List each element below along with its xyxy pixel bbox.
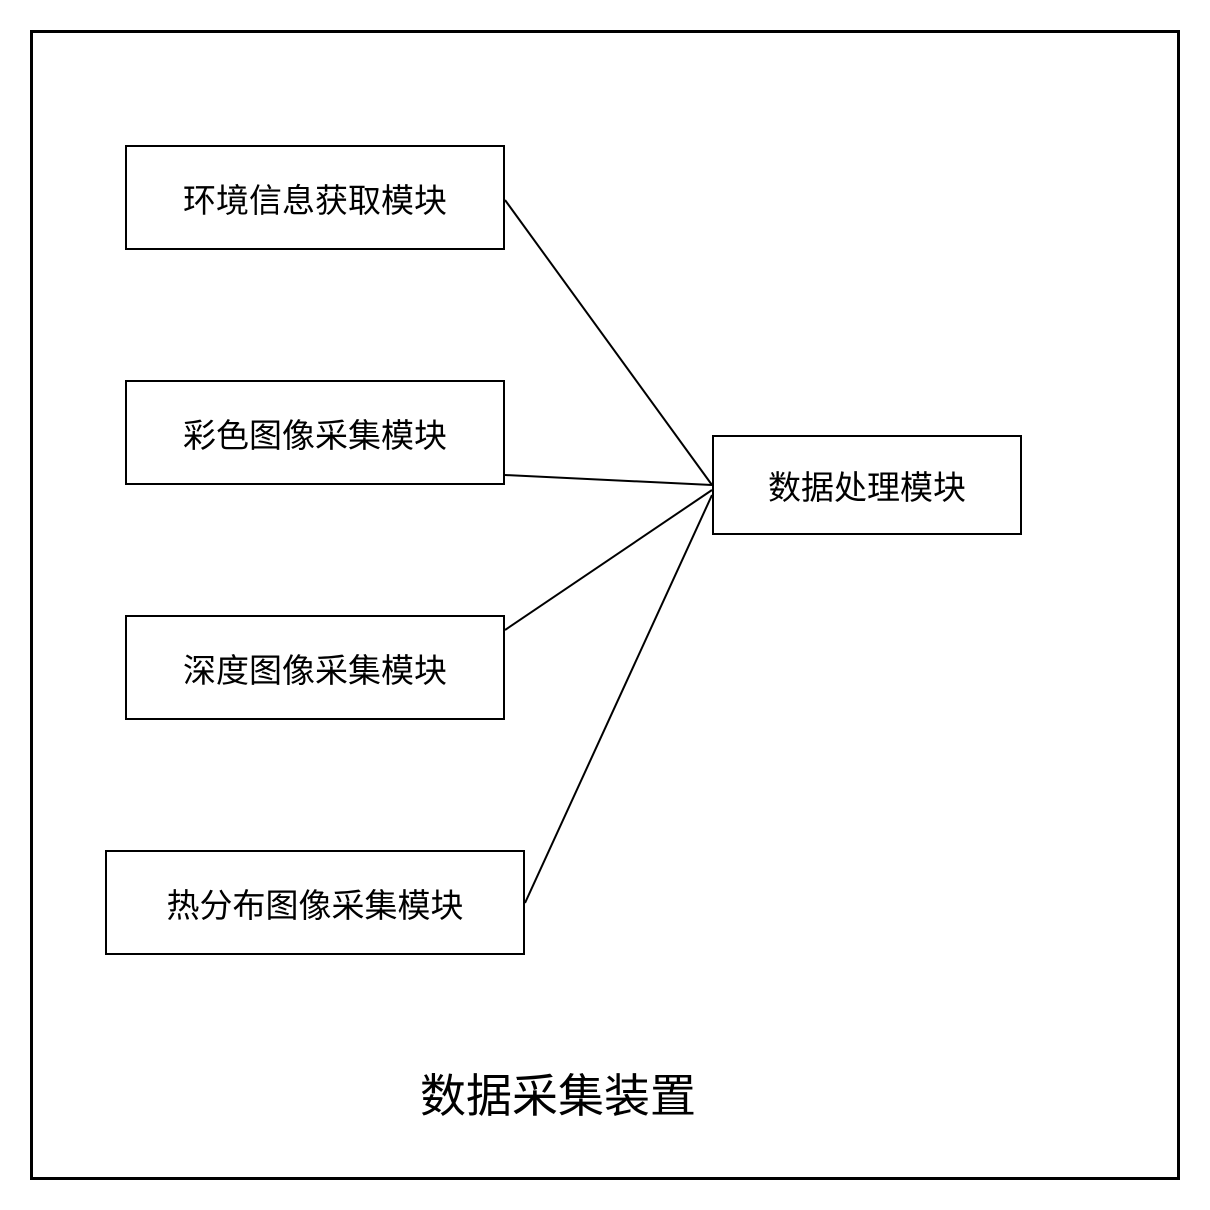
node-data-processing: 数据处理模块: [712, 435, 1022, 535]
node-thermal-image: 热分布图像采集模块: [105, 850, 525, 955]
diagram-title: 数据采集装置: [420, 1060, 696, 1126]
node-data-processing-label: 数据处理模块: [768, 461, 966, 509]
node-color-image-label: 彩色图像采集模块: [183, 409, 447, 457]
node-depth-image-label: 深度图像采集模块: [183, 644, 447, 692]
node-env-info: 环境信息获取模块: [125, 145, 505, 250]
node-color-image: 彩色图像采集模块: [125, 380, 505, 485]
node-depth-image: 深度图像采集模块: [125, 615, 505, 720]
node-thermal-image-label: 热分布图像采集模块: [167, 879, 464, 927]
node-env-info-label: 环境信息获取模块: [183, 174, 447, 222]
